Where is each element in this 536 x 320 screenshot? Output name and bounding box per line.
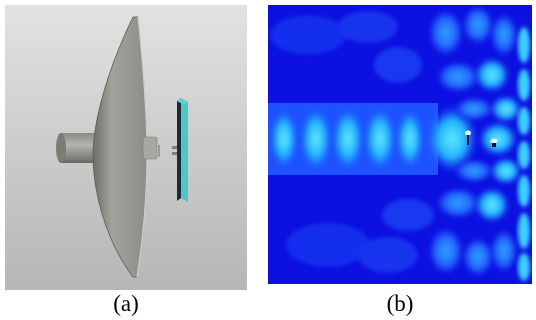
field-distribution-image (268, 5, 532, 284)
panel-a-antenna-model (5, 5, 247, 290)
feed-markers (465, 130, 498, 147)
caption-a: (a) (113, 291, 139, 316)
caption-b: (b) (386, 291, 414, 316)
beam-standing-wave-lobes (270, 105, 478, 173)
panel-b-field-map (268, 5, 532, 284)
dish-center-mount (142, 136, 158, 160)
background-lobes (270, 11, 434, 273)
dish-boundary-lobes (518, 27, 530, 281)
feed-elements (158, 145, 178, 157)
antenna-model-image (5, 5, 247, 290)
reflection-lobes (428, 5, 522, 277)
feed-plate (177, 98, 188, 202)
